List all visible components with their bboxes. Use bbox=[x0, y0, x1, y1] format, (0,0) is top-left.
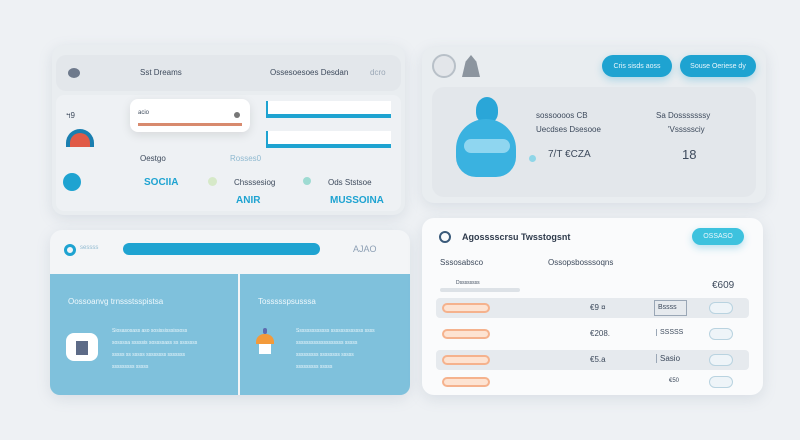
info-2-value: 18 bbox=[682, 147, 697, 162]
section-1-line: Siosasosass aso sosississsissoss bbox=[112, 328, 188, 334]
house-icon bbox=[256, 328, 274, 354]
section-2-line: sssssssss sssss bbox=[296, 364, 333, 370]
header-center: Ossesoesoes Desdan bbox=[270, 68, 349, 77]
overview-panel: Sst Dreams Ossesoesoes Desdan dcro ฯ9 ac… bbox=[52, 45, 405, 215]
label-2: Rosses0 bbox=[230, 154, 262, 163]
input-value: acio bbox=[138, 110, 150, 116]
row-amount: €208. bbox=[590, 329, 611, 338]
section-2-line: Sssssssssssss sssssssssssss ssss bbox=[296, 328, 375, 334]
info-1-sub: Uecdses Dsesooe bbox=[536, 125, 601, 134]
info-2-title: Sa Dosssssssy bbox=[656, 111, 711, 120]
primary-action-button[interactable]: Cris sisds aoss bbox=[602, 55, 672, 77]
clock-icon[interactable] bbox=[432, 54, 456, 78]
summary-label: Dssssssss bbox=[456, 280, 480, 286]
info-section-1: Oossoanvg trnssstsspistsa Siosasosass as… bbox=[50, 274, 238, 395]
overview-header: Sst Dreams Ossesoesoes Desdan dcro bbox=[56, 55, 401, 91]
clear-icon[interactable] bbox=[234, 112, 240, 118]
value-1: SOCIIA bbox=[144, 177, 179, 188]
header-value: AJAO bbox=[353, 244, 377, 254]
row-amount: €50 bbox=[669, 378, 680, 384]
row-tag bbox=[442, 355, 490, 365]
label-1: Oestgo bbox=[140, 154, 166, 163]
row-status-box: Bssss bbox=[654, 300, 687, 316]
legend-dot-1 bbox=[208, 177, 217, 186]
user-icon[interactable] bbox=[462, 55, 480, 77]
column-header-2[interactable]: Ossopsbosssoqns bbox=[548, 258, 614, 267]
menu-dot-icon[interactable] bbox=[68, 68, 80, 78]
status-circle-icon[interactable] bbox=[63, 173, 81, 191]
overview-body: ฯ9 acio Oestgo Rosses0 SOCIIA Chsssesiog… bbox=[56, 95, 401, 211]
info-1-title: sossoooos CB bbox=[536, 111, 588, 120]
row-tag bbox=[442, 329, 490, 339]
row-status: SSSSS bbox=[656, 329, 683, 336]
row-action-button[interactable] bbox=[709, 302, 733, 314]
bar-field-2[interactable] bbox=[266, 131, 391, 148]
row-amount: €5.a bbox=[590, 355, 606, 364]
search-input[interactable]: acio bbox=[130, 99, 250, 132]
input-progress bbox=[138, 123, 242, 126]
legend-dot-2 bbox=[303, 177, 311, 185]
row-action-button[interactable] bbox=[709, 354, 733, 366]
progress-bar bbox=[123, 243, 320, 255]
device-icon bbox=[66, 333, 98, 361]
legend-2: Ods Ststsoe bbox=[328, 178, 372, 187]
summary-value: €609 bbox=[712, 280, 735, 291]
indicator-dot bbox=[529, 155, 536, 162]
row-status: Bssss bbox=[658, 304, 677, 311]
row-amount: €9 ¤ bbox=[590, 303, 606, 312]
row-status: Sasio bbox=[656, 354, 680, 363]
logo-icon bbox=[64, 244, 76, 256]
row-action-button[interactable] bbox=[709, 376, 733, 388]
header-label: sessss bbox=[80, 245, 99, 251]
info-2-sub: 'Vsssssciy bbox=[668, 125, 705, 134]
panel-title: Agosssscrsu Twsstogsnt bbox=[462, 232, 571, 242]
section-2-line: sssssssssssssssssss sssss bbox=[296, 340, 358, 346]
transactions-panel: Agosssscrsu Twsstogsnt OSSASO Sssosabsco… bbox=[422, 218, 763, 395]
section-1-title: Oossoanvg trnssstsspistsa bbox=[68, 297, 164, 306]
header-right: dcro bbox=[370, 68, 386, 77]
table-row[interactable] bbox=[436, 298, 749, 318]
header-title: Sst Dreams bbox=[140, 68, 182, 77]
info-section-2: Tossssspsusssa Sssssssssssss sssssssssss… bbox=[240, 274, 410, 395]
panel-action-button[interactable]: OSSASO bbox=[692, 228, 744, 245]
section-1-line: sossssa sssssis sossssass ss sssssss bbox=[112, 340, 198, 346]
panel-icon bbox=[439, 231, 451, 243]
legend-1: Chsssesiog bbox=[234, 178, 276, 187]
profile-panel: Cris sisds aoss Souse Oeriese dy sossooo… bbox=[422, 47, 766, 203]
section-1-line: sssssssss sssss bbox=[112, 364, 149, 370]
row-tag bbox=[442, 377, 490, 387]
section-1-line: sssss ss sssss ssssssss sssssss bbox=[112, 352, 186, 358]
row-tag bbox=[442, 303, 490, 313]
column-header-1[interactable]: Sssosabsco bbox=[440, 258, 484, 267]
value-2: ANIR bbox=[236, 195, 261, 206]
summary-bar bbox=[440, 288, 520, 292]
row-action-button[interactable] bbox=[709, 328, 733, 340]
value-3: MUSSOINA bbox=[330, 195, 384, 206]
section-2-line: sssssssss ssssssss sssss bbox=[296, 352, 354, 358]
side-label: ฯ9 bbox=[66, 111, 75, 120]
table-row[interactable] bbox=[436, 350, 749, 370]
section-2-title: Tossssspsusssa bbox=[258, 297, 316, 306]
person-avatar-icon bbox=[456, 97, 516, 177]
gauge-icon bbox=[66, 129, 94, 147]
info-1-value: 7/T €CZA bbox=[548, 149, 591, 160]
secondary-action-button[interactable]: Souse Oeriese dy bbox=[680, 55, 756, 77]
bar-field-1[interactable] bbox=[266, 101, 391, 118]
profile-body: sossoooos CB Uecdses Dsesooe 7/T €CZA Sa… bbox=[432, 87, 756, 197]
details-panel: sessss AJAO Oossoanvg trnssstsspistsa Si… bbox=[50, 230, 410, 395]
